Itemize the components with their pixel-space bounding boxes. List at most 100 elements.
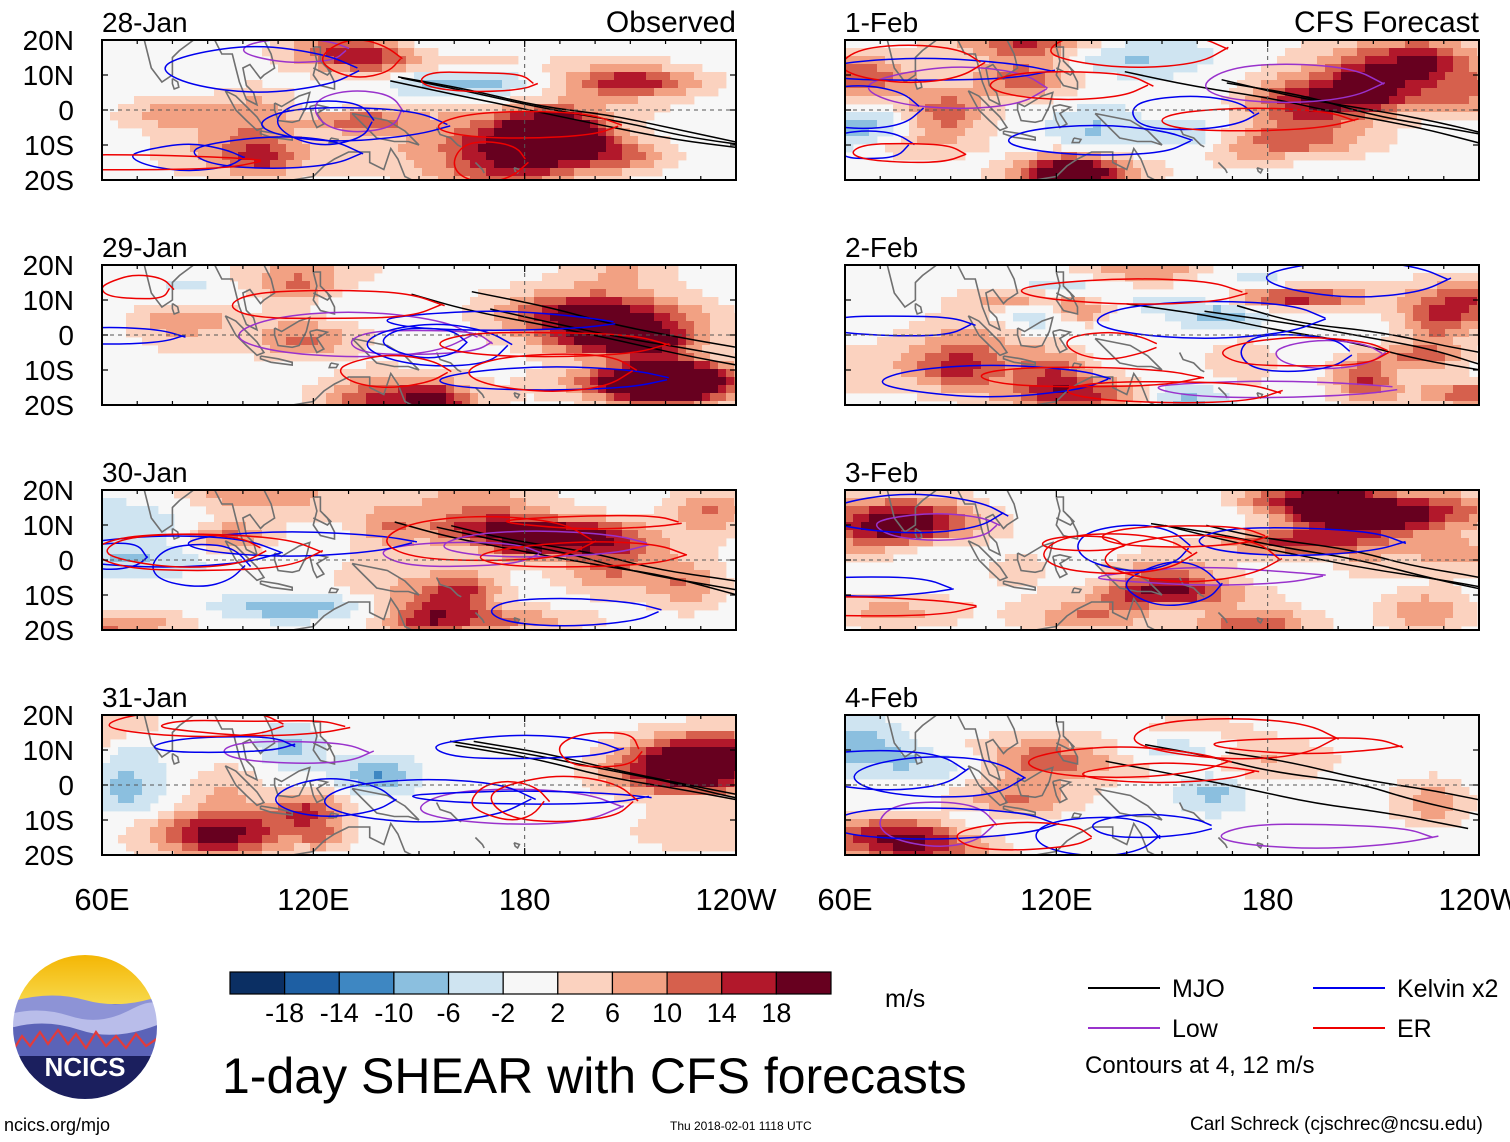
shear-cell	[214, 787, 223, 796]
shear-cell	[1237, 88, 1246, 97]
shear-cell	[1285, 281, 1294, 290]
shear-cell	[310, 112, 319, 121]
shear-cell	[262, 827, 271, 836]
shear-cell	[909, 96, 918, 105]
shear-cell	[398, 385, 407, 394]
shear-cell	[574, 72, 583, 81]
shear-cell	[973, 120, 982, 129]
shear-cell	[350, 369, 359, 378]
shear-cell	[885, 120, 894, 129]
shear-cell	[686, 779, 695, 788]
kelvin-contour	[366, 323, 513, 367]
shear-cell	[286, 120, 295, 129]
shear-cell	[222, 112, 231, 121]
shear-cell	[662, 80, 671, 89]
shear-cell	[550, 160, 559, 169]
shear-cell	[230, 763, 239, 772]
shear-cell	[414, 618, 423, 627]
shear-cell	[622, 763, 631, 772]
shear-cell	[342, 168, 351, 177]
shear-cell	[406, 490, 415, 499]
shear-cell	[654, 827, 663, 836]
shear-cell	[702, 594, 711, 603]
shear-cell	[670, 289, 679, 298]
shear-cell	[230, 144, 239, 153]
shear-cell	[542, 160, 551, 169]
shear-cell	[398, 586, 407, 595]
shear-cell	[246, 811, 255, 820]
shear-cell	[965, 112, 974, 121]
shear-cell	[1149, 120, 1158, 129]
shear-cell	[494, 297, 503, 306]
shear-cell	[502, 321, 511, 330]
shear-cell	[310, 401, 319, 405]
shear-cell	[1101, 136, 1110, 145]
shear-cell	[398, 64, 407, 73]
shear-cell	[294, 763, 303, 772]
shear-cell	[598, 136, 607, 145]
shear-cell	[286, 594, 295, 603]
shear-cell	[1309, 56, 1318, 65]
shear-cell	[574, 578, 583, 587]
shear-cell	[374, 361, 383, 370]
shear-cell	[678, 827, 687, 836]
shear-cell	[518, 321, 527, 330]
shear-cell	[398, 522, 407, 531]
shear-cell	[973, 128, 982, 137]
shear-cell	[630, 731, 639, 740]
shear-cell	[574, 152, 583, 161]
shear-cell	[550, 144, 559, 153]
shear-cell	[486, 168, 495, 177]
shear-cell	[1013, 80, 1022, 89]
shear-cell	[1149, 273, 1158, 282]
shear-cell	[502, 554, 511, 563]
shear-cell	[286, 64, 295, 73]
shear-cell	[230, 771, 239, 780]
shear-cell	[382, 763, 391, 772]
shear-cell	[686, 297, 695, 306]
shear-cell	[102, 739, 111, 748]
shear-cell	[286, 602, 295, 611]
shear-cell	[1173, 64, 1182, 73]
shear-cell	[342, 160, 351, 169]
shear-cell	[702, 538, 711, 547]
shear-cell	[494, 626, 503, 630]
shear-cell	[174, 313, 183, 322]
shear-cell	[662, 104, 671, 113]
shear-cell	[430, 522, 439, 531]
shear-cell	[670, 538, 679, 547]
shear-cell	[118, 803, 127, 812]
shear-cell	[494, 594, 503, 603]
shear-cell	[102, 506, 111, 515]
shear-cell	[454, 610, 463, 619]
shear-cell	[246, 112, 255, 121]
shear-cell	[398, 618, 407, 627]
shear-cell	[286, 289, 295, 298]
shear-cell	[414, 393, 423, 402]
shear-cell	[726, 329, 735, 338]
shear-cell	[374, 168, 383, 177]
shear-cell	[550, 136, 559, 145]
shear-cell	[622, 281, 631, 290]
shear-cell	[358, 546, 367, 555]
shear-cell	[718, 385, 727, 394]
shear-cell	[1061, 88, 1070, 97]
shear-cell	[1341, 56, 1350, 65]
shear-cell	[901, 72, 910, 81]
shear-cell	[710, 562, 719, 571]
shear-cell	[254, 128, 263, 137]
shear-cell	[358, 578, 367, 587]
shear-cell	[710, 827, 719, 836]
shear-cell	[534, 618, 543, 627]
shear-cell	[118, 731, 127, 740]
shear-cell	[358, 771, 367, 780]
shear-cell	[302, 506, 311, 515]
shear-cell	[278, 618, 287, 627]
shear-cell	[622, 361, 631, 370]
shear-cell	[1365, 48, 1374, 57]
shear-cell	[502, 136, 511, 145]
shear-cell	[294, 128, 303, 137]
shear-cell	[502, 610, 511, 619]
shear-cell	[694, 522, 703, 531]
shear-cell	[390, 514, 399, 523]
